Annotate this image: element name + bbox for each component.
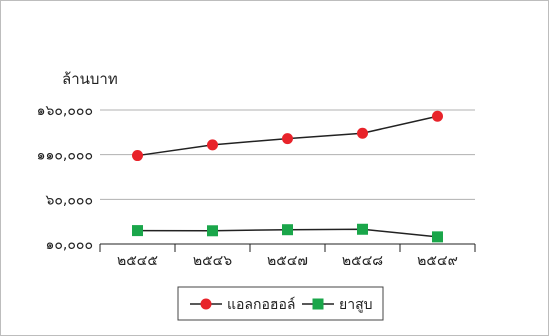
x-tick-label: ๒๕๔๘ bbox=[342, 253, 383, 269]
legend-label-1: ยาสูบ bbox=[339, 297, 373, 313]
data-point-circle bbox=[432, 110, 443, 122]
series-group bbox=[132, 110, 443, 243]
data-point-circle bbox=[282, 133, 293, 145]
y-tick-label: ๑๑๐,๐๐๐ bbox=[37, 148, 93, 164]
y-tick-label: ๑๖๐,๐๐๐ bbox=[37, 103, 93, 119]
x-tick-label: ๒๕๔๖ bbox=[193, 253, 232, 269]
data-point-circle bbox=[132, 150, 143, 162]
data-point-square bbox=[132, 225, 143, 237]
x-tick-label: ๒๕๔๗ bbox=[267, 253, 308, 269]
data-point-circle bbox=[207, 139, 218, 151]
data-point-square bbox=[282, 224, 293, 236]
legend-label-0: แอลกอฮอล์ bbox=[227, 296, 295, 313]
y-tick-labels: ๑๐,๐๐๐ ๖๐,๐๐๐ ๑๑๐,๐๐๐ ๑๖๐,๐๐๐ bbox=[37, 103, 93, 253]
x-tick-labels: ๒๕๔๕ ๒๕๔๖ ๒๕๔๗ ๒๕๔๘ ๒๕๔๙ bbox=[117, 253, 458, 269]
y-axis-label: ล้านบาท bbox=[62, 70, 118, 88]
data-point-circle bbox=[357, 127, 368, 139]
legend-marker-circle bbox=[200, 298, 212, 310]
legend-marker-square bbox=[312, 298, 324, 310]
data-point-square bbox=[357, 223, 368, 235]
data-point-square bbox=[207, 225, 218, 237]
x-tick-label: ๒๕๔๙ bbox=[417, 253, 458, 269]
y-tick-label: ๖๐,๐๐๐ bbox=[45, 192, 93, 208]
x-tick-label: ๒๕๔๕ bbox=[117, 253, 158, 269]
data-point-square bbox=[432, 231, 443, 243]
y-tick-label: ๑๐,๐๐๐ bbox=[45, 237, 93, 253]
gridlines bbox=[100, 109, 475, 245]
legend: แอลกอฮอล์ ยาสูบ bbox=[177, 286, 384, 321]
x-axis bbox=[99, 244, 476, 252]
